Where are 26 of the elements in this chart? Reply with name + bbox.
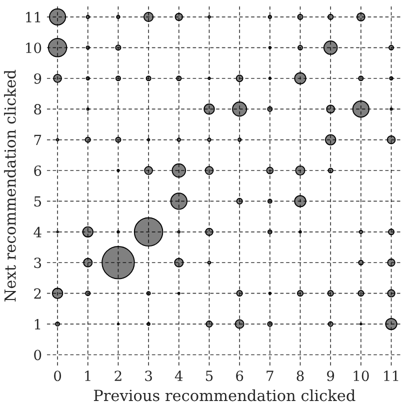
x-tick-label: 11 xyxy=(384,370,398,381)
y-axis-title: Next recommendation clicked xyxy=(4,70,16,302)
y-tick-label: 0 xyxy=(34,350,42,360)
y-tick-label: 6 xyxy=(34,165,42,176)
x-tick-label: 6 xyxy=(236,370,244,382)
y-tick-label: 5 xyxy=(34,196,41,207)
y-tick-label: 2 xyxy=(34,288,41,299)
y-tick-label: 9 xyxy=(34,73,42,84)
y-tick-label: 11 xyxy=(26,12,40,22)
x-tick-label: 7 xyxy=(266,370,274,381)
x-tick-label: 4 xyxy=(174,370,183,381)
y-tick-label: 8 xyxy=(34,104,42,115)
x-tick-label: 10 xyxy=(354,370,369,382)
x-tick-label: 2 xyxy=(114,370,122,381)
y-tick-label: 7 xyxy=(34,134,42,146)
x-tick-label: 9 xyxy=(327,370,334,382)
x-axis-title: Previous recommendation clicked xyxy=(94,389,356,402)
x-tick-label: 0 xyxy=(54,370,62,382)
x-tick-label: 5 xyxy=(206,370,213,382)
y-tick-label: 1 xyxy=(34,319,40,330)
y-tick-label: 4 xyxy=(34,226,42,238)
y-tick-label: 3 xyxy=(34,258,42,268)
x-tick-label: 1 xyxy=(85,370,90,381)
y-tick-label: 10 xyxy=(26,42,42,54)
x-tick-label: 8 xyxy=(296,370,304,382)
x-tick-label: 3 xyxy=(145,370,152,382)
